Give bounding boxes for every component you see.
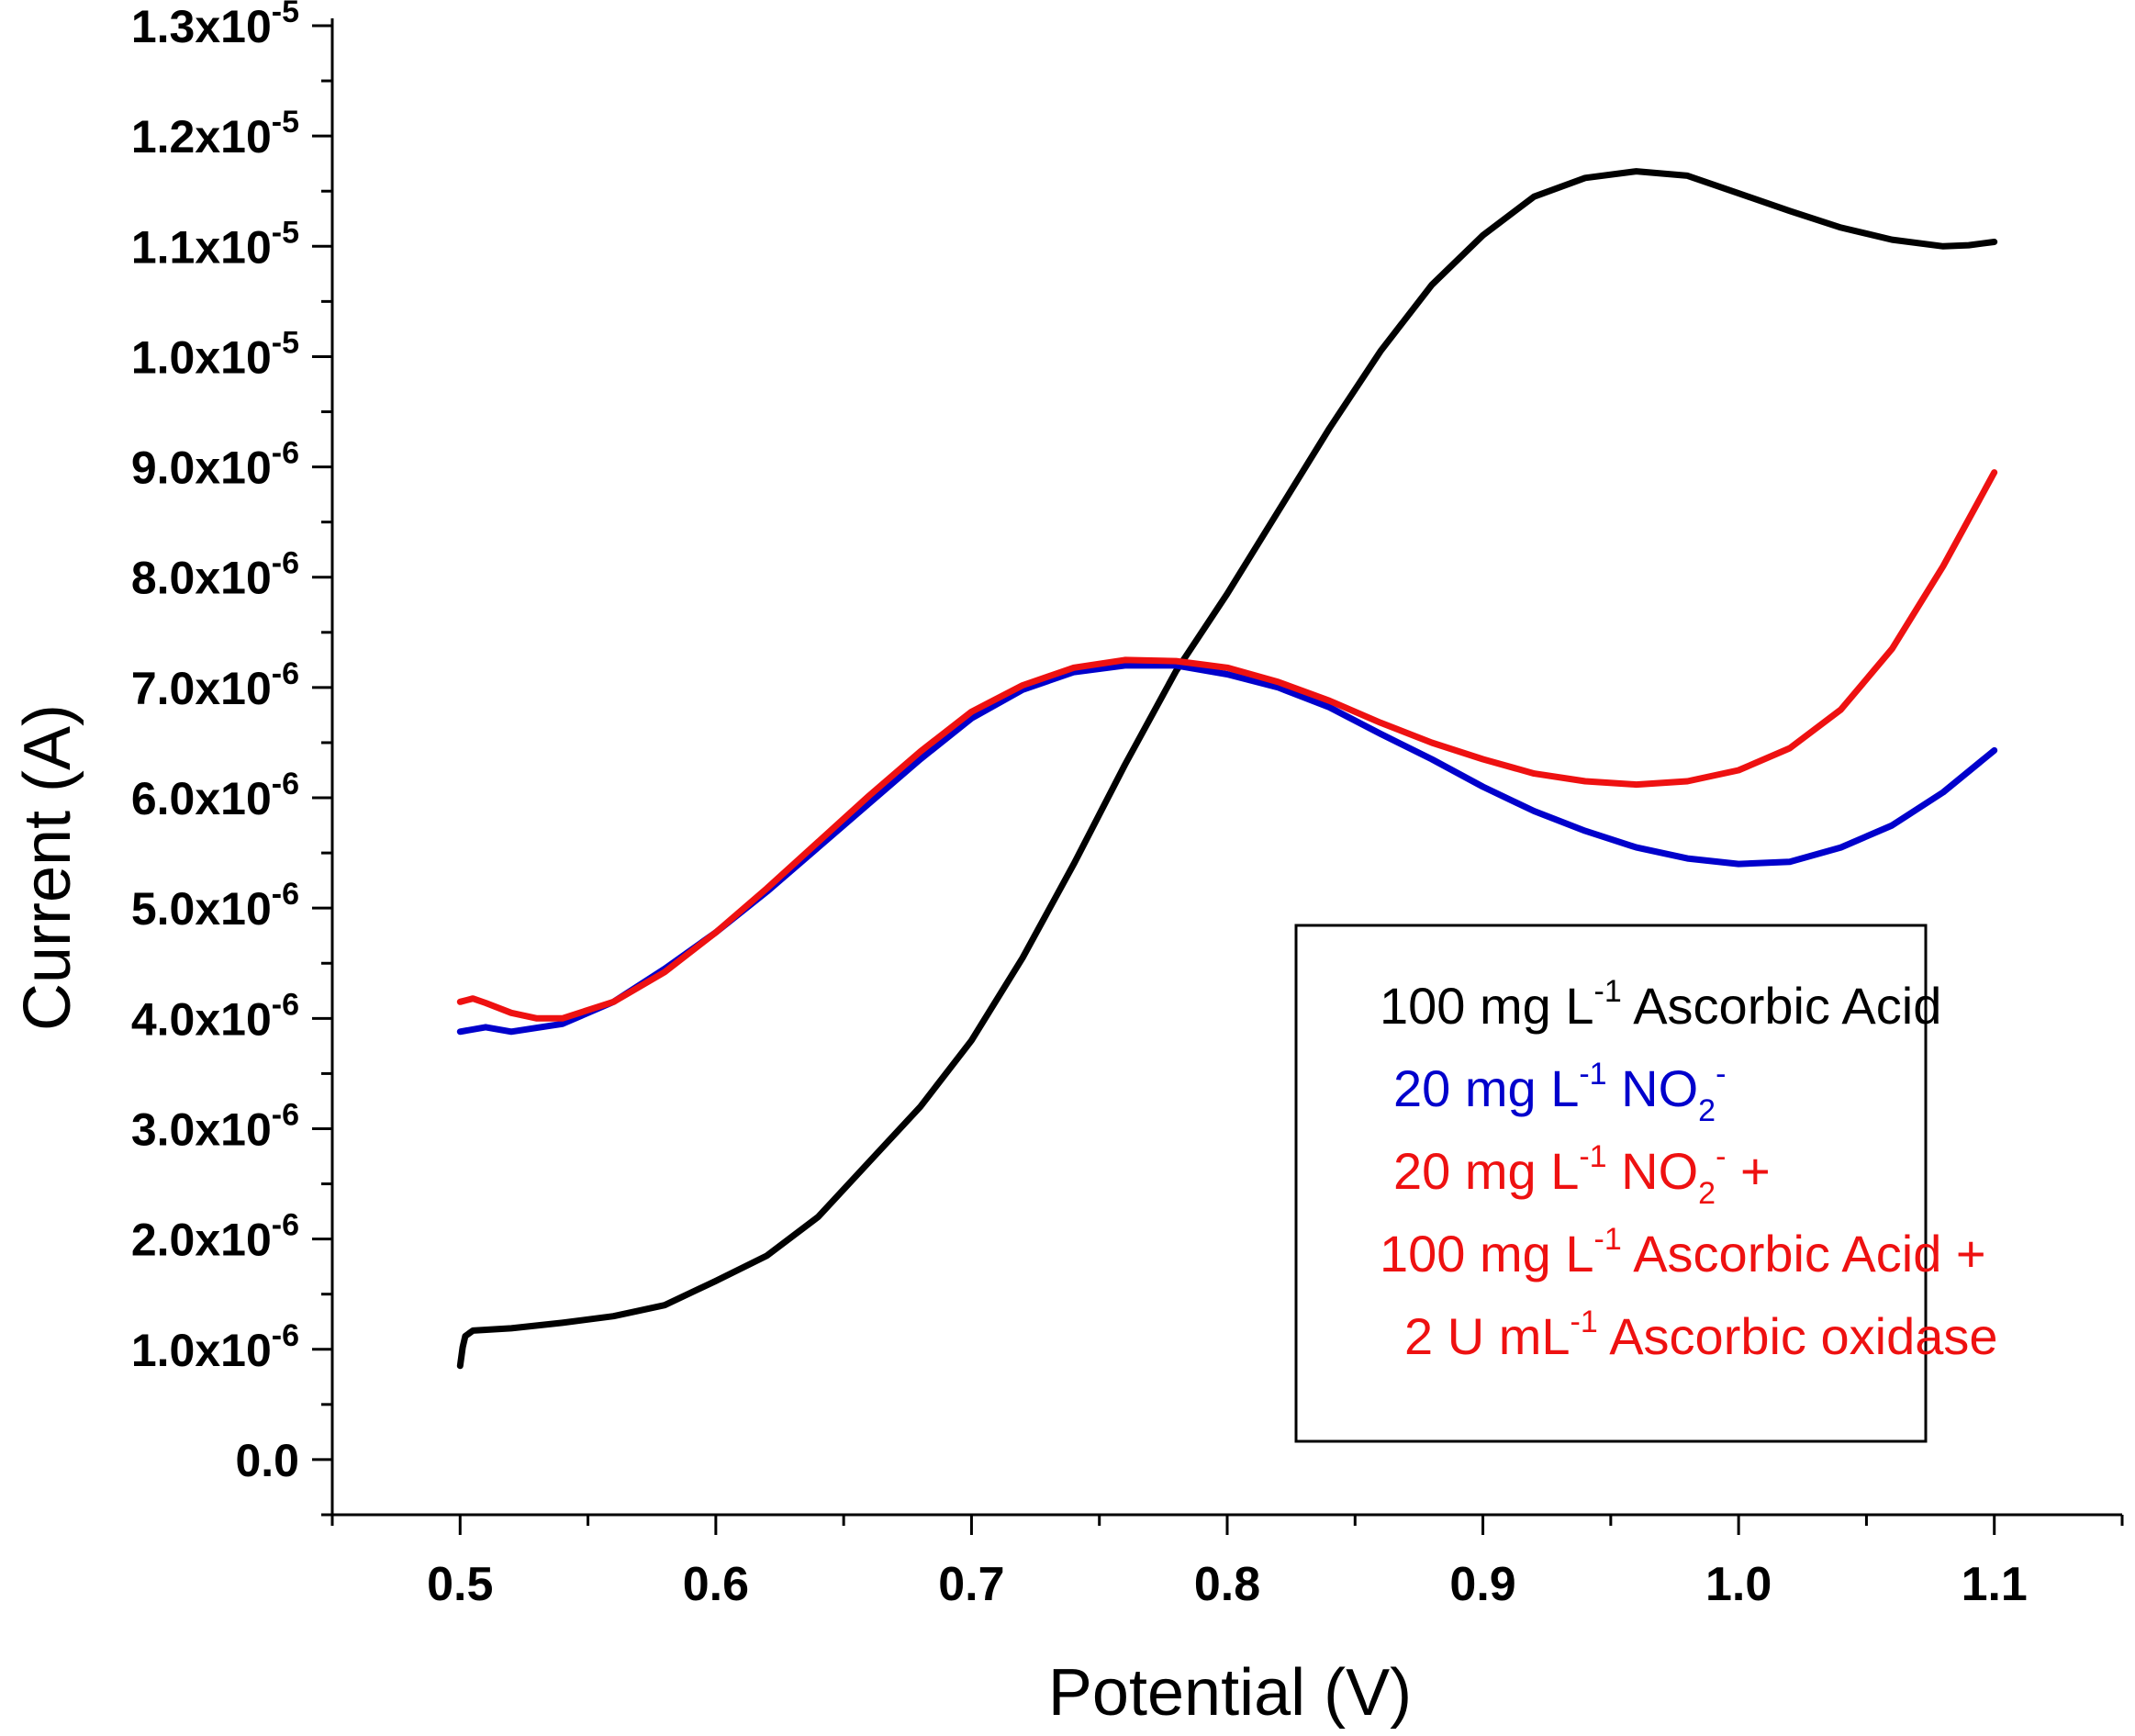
- y-tick-label: 7.0x10-6: [131, 656, 299, 714]
- legend-entry: 20 mg L-1​ NO2​-​ +: [1393, 1139, 1771, 1211]
- series-line-3: [456, 469, 1998, 1022]
- y-tick-label: 2.0x10-6: [131, 1208, 299, 1266]
- x-tick-label: 0.8: [1194, 1558, 1260, 1611]
- x-tick-label: 0.9: [1449, 1558, 1515, 1611]
- y-tick-label: 6.0x10-6: [131, 767, 299, 824]
- x-tick-label: 0.5: [427, 1558, 493, 1611]
- axes-layer: 0.5 0.6 0.7 0.8 0.9 1.0 1.1 0.0 1.0x10-6 2.0x10-6…: [131, 0, 2124, 1611]
- y-tick-label: 8.0x10-6: [131, 546, 299, 604]
- y-tick-label: 1.0x10-5: [131, 325, 299, 383]
- legend-entry: 100 mg L-1​ Ascorbic Acid: [1380, 974, 1941, 1035]
- series-layer: [456, 168, 1998, 1370]
- x-axis-title: Potential (V): [1048, 1656, 1412, 1730]
- y-tick-label: 1.2x10-5: [131, 105, 299, 162]
- y-axis-title: Current (A): [11, 704, 84, 1031]
- y-tick-label: 0.0: [235, 1435, 299, 1486]
- y-tick-label: 9.0x10-6: [131, 436, 299, 494]
- y-tick-label: 5.0x10-6: [131, 877, 299, 935]
- legend: 100 mg L-1​ Ascorbic Acid 20 mg L-1​ NO2​…: [1294, 924, 1998, 1443]
- x-tick-label: 1.0: [1705, 1558, 1772, 1611]
- y-tick-label: 1.1x10-5: [131, 215, 299, 273]
- legend-entry: 2 U mL-1​ Ascorbic oxidase: [1404, 1305, 1998, 1365]
- x-tick-label: 1.1: [1962, 1558, 2028, 1611]
- y-tick-label: 4.0x10-6: [131, 987, 299, 1045]
- y-tick-label: 1.3x10-5: [131, 0, 299, 52]
- legend-entry: 100 mg L-1​ Ascorbic Acid +: [1380, 1222, 1986, 1282]
- legend-entry: 20 mg L-1​ NO2​-​: [1393, 1057, 1726, 1128]
- y-tick-label: 3.0x10-6: [131, 1097, 299, 1155]
- x-tick-label: 0.7: [938, 1558, 1004, 1611]
- x-tick-label: 0.6: [683, 1558, 749, 1611]
- legend-box: [1294, 924, 1928, 1443]
- y-tick-label: 1.0x10-6: [131, 1318, 299, 1376]
- series-line-1: [456, 168, 1998, 1370]
